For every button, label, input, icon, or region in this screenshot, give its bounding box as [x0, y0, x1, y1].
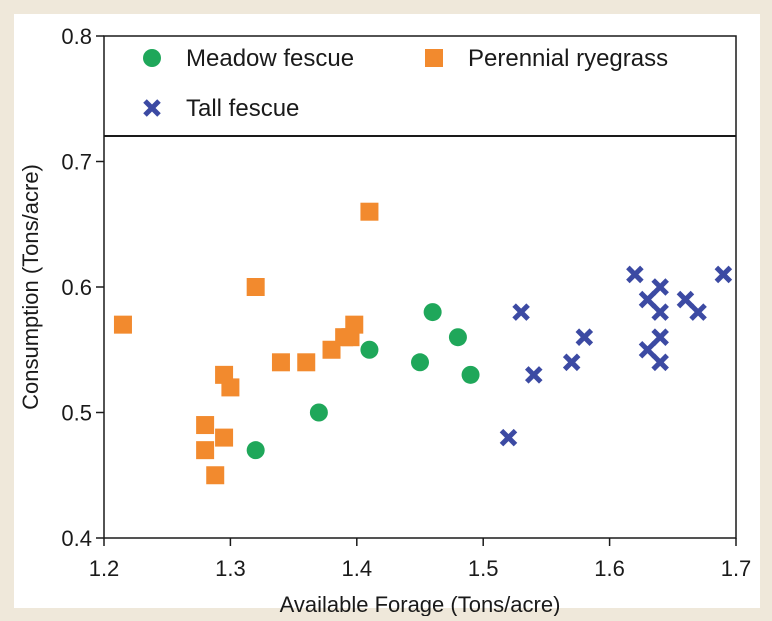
perennial-ryegrass-point — [360, 202, 379, 221]
y-axis-label: Consumption (Tons/acre) — [18, 164, 43, 410]
perennial-ryegrass-point — [215, 428, 234, 447]
tall-fescue-point — [714, 265, 733, 284]
y-tick-label: 0.7 — [61, 150, 92, 175]
tall-fescue-point — [651, 328, 669, 346]
legend-marker-tall-fescue — [143, 99, 161, 117]
meadow-fescue-point — [448, 328, 467, 347]
y-tick-label: 0.5 — [61, 401, 92, 426]
tall-fescue-point — [499, 428, 518, 447]
x-tick-label: 1.4 — [342, 556, 373, 581]
meadow-fescue-point — [360, 340, 379, 359]
perennial-ryegrass-point — [246, 278, 265, 296]
perennial-ryegrass-point — [297, 353, 316, 372]
tall-fescue-point — [575, 328, 594, 346]
x-tick-label: 1.2 — [89, 556, 120, 581]
meadow-fescue-point — [461, 365, 480, 384]
legend-label-tall-fescue: Tall fescue — [186, 95, 299, 122]
perennial-ryegrass-point — [345, 315, 364, 334]
data-points — [113, 202, 733, 485]
tall-fescue-point — [638, 290, 657, 309]
y-tick-label: 0.8 — [61, 24, 92, 49]
legend: Meadow fescue Perennial ryegrass Tall fesc… — [143, 45, 668, 122]
x-tick-label: 1.7 — [721, 556, 752, 581]
y-axis: 0.4 0.5 0.6 0.7 0.8 — [61, 24, 104, 551]
y-tick-label: 0.6 — [61, 275, 92, 300]
perennial-ryegrass-point — [196, 441, 215, 460]
tall-fescue-point — [512, 303, 530, 321]
tall-fescue-point — [689, 303, 707, 321]
perennial-ryegrass-point — [206, 466, 225, 485]
meadow-fescue-point — [246, 441, 265, 460]
tall-fescue-point — [524, 366, 543, 384]
legend-marker-perennial-ryegrass — [425, 49, 443, 67]
meadow-fescue-point — [309, 403, 328, 422]
x-axis: 1.2 1.3 1.4 1.5 1.6 1.7 — [89, 538, 752, 581]
tall-fescue-point — [626, 265, 644, 284]
tall-fescue-point — [676, 290, 695, 309]
y-tick-label: 0.4 — [61, 526, 92, 551]
x-axis-label: Available Forage (Tons/acre) — [280, 592, 561, 616]
meadow-fescue-point — [423, 303, 442, 322]
x-tick-label: 1.3 — [215, 556, 246, 581]
perennial-ryegrass-point — [113, 315, 132, 334]
perennial-ryegrass-point — [196, 416, 215, 435]
x-tick-label: 1.5 — [468, 556, 499, 581]
tall-fescue-point — [562, 353, 581, 372]
tall-fescue-point — [651, 303, 669, 321]
perennial-ryegrass-point — [221, 378, 240, 397]
x-tick-label: 1.6 — [594, 556, 625, 581]
perennial-ryegrass-point — [271, 353, 290, 372]
tall-fescue-point — [651, 353, 669, 372]
legend-marker-meadow-fescue — [143, 49, 161, 67]
meadow-fescue-point — [411, 353, 429, 372]
tall-fescue-point — [651, 278, 669, 296]
tall-fescue-point — [638, 340, 657, 359]
legend-label-perennial-ryegrass: Perennial ryegrass — [468, 45, 668, 72]
legend-label-meadow-fescue: Meadow fescue — [186, 45, 354, 72]
